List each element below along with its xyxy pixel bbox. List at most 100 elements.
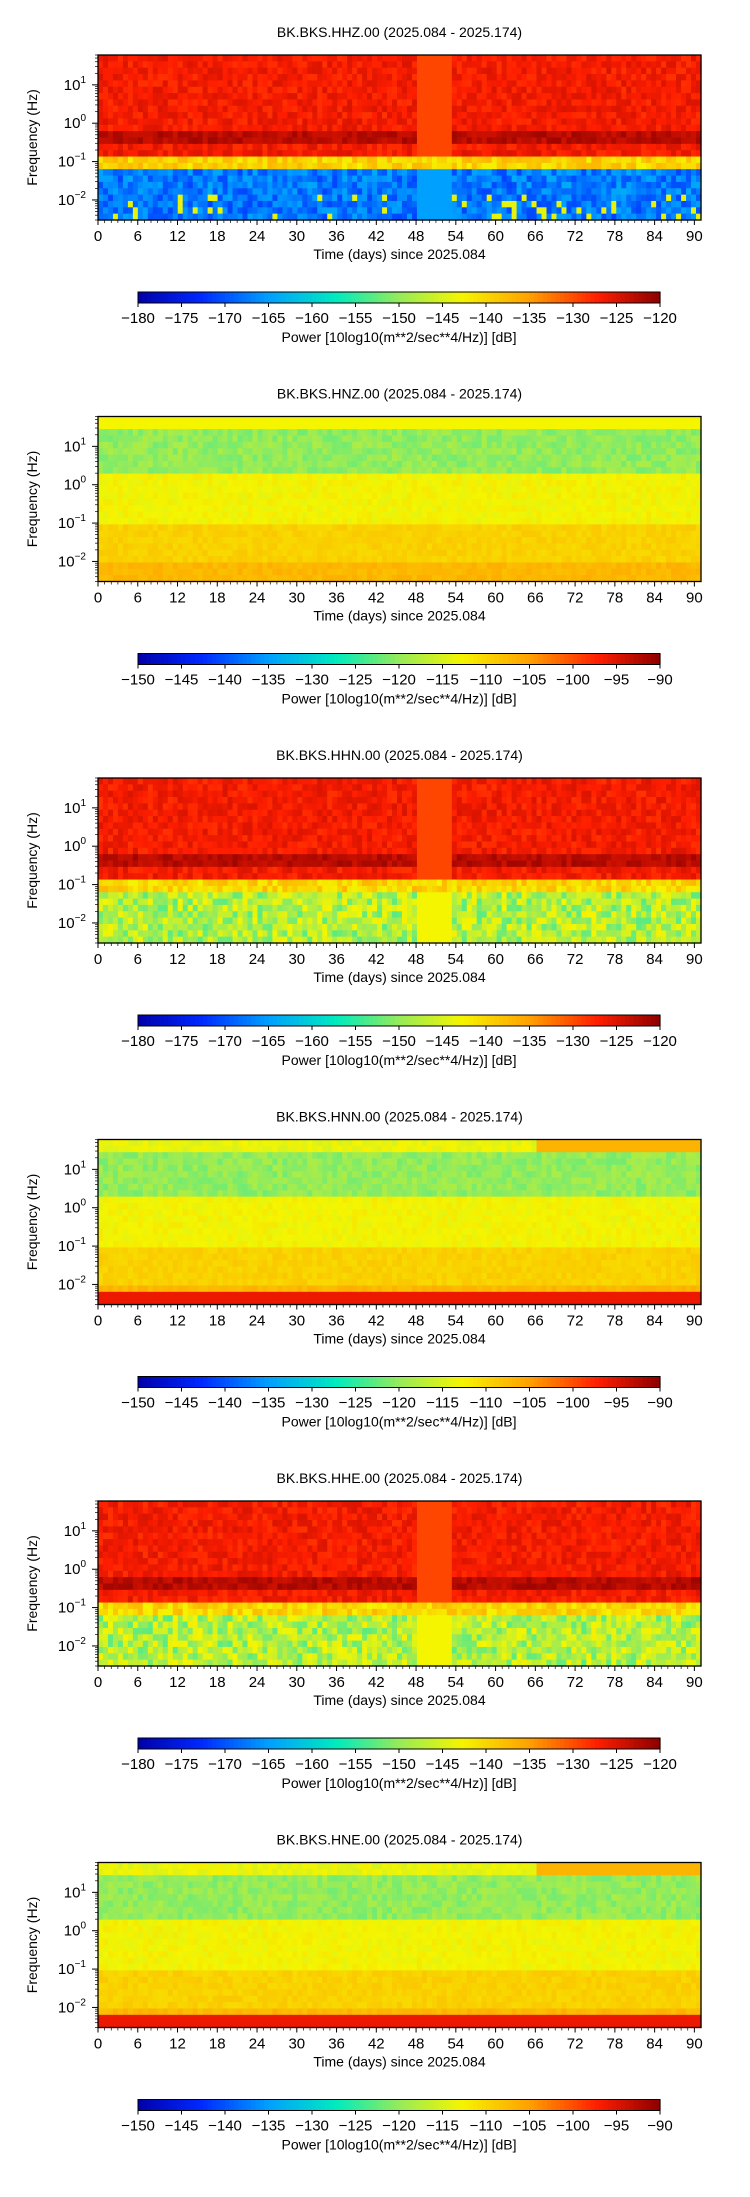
heatmap-cell	[242, 473, 249, 481]
heatmap-cell	[666, 181, 672, 189]
heatmap-cell	[187, 422, 194, 430]
heatmap-cell	[212, 55, 219, 62]
heatmap-cell	[686, 86, 692, 94]
heatmap-cell	[586, 156, 592, 164]
heatmap-cell	[456, 150, 463, 158]
heatmap-cell	[556, 124, 563, 132]
heatmap-cell	[222, 492, 229, 500]
heatmap-cell	[586, 194, 592, 202]
heatmap-cell	[327, 156, 333, 164]
heatmap-cell	[516, 175, 523, 183]
heatmap-cell	[152, 543, 159, 551]
heatmap-cell	[287, 537, 293, 545]
heatmap-cell	[382, 473, 388, 481]
heatmap-cell	[611, 213, 617, 221]
heatmap-cell	[446, 105, 453, 113]
heatmap-cell	[272, 460, 278, 468]
heatmap-cell	[327, 124, 333, 132]
heatmap-cell	[297, 454, 303, 462]
heatmap-cell	[352, 448, 358, 456]
heatmap-cell	[347, 530, 353, 538]
heatmap-cell	[297, 524, 303, 532]
heatmap-cell	[162, 55, 169, 62]
heatmap-cell	[167, 86, 174, 94]
heatmap-cell	[112, 460, 119, 468]
heatmap-cell	[606, 137, 612, 145]
heatmap-cell	[561, 137, 568, 145]
heatmap-cell	[387, 74, 393, 81]
heatmap-cell	[347, 55, 353, 62]
heatmap-cell	[192, 422, 199, 430]
heatmap-cell	[257, 86, 264, 94]
heatmap-cell	[521, 105, 528, 113]
heatmap-cell	[596, 80, 602, 88]
heatmap-cell	[242, 448, 249, 456]
heatmap-cell	[357, 416, 363, 424]
heatmap-cell	[416, 55, 423, 62]
heatmap-cell	[526, 213, 533, 221]
colorbar-swatch	[477, 292, 483, 303]
heatmap-cell	[132, 74, 139, 81]
heatmap-cell	[172, 499, 179, 506]
heatmap-cell	[137, 518, 144, 525]
heatmap-cell	[212, 441, 219, 449]
heatmap-cell	[217, 86, 224, 94]
heatmap-cell	[426, 213, 433, 221]
heatmap-cell	[606, 181, 612, 189]
heatmap-cell	[501, 181, 508, 189]
heatmap-cell	[117, 530, 124, 538]
heatmap-cell	[167, 562, 174, 570]
heatmap-cell	[177, 429, 184, 437]
heatmap-cell	[561, 112, 568, 120]
heatmap-cell	[591, 162, 597, 170]
heatmap-cell	[327, 200, 333, 208]
heatmap-cell	[521, 181, 528, 189]
heatmap-cell	[416, 112, 423, 120]
heatmap-cell	[272, 441, 278, 449]
heatmap-cell	[556, 137, 563, 145]
heatmap-cell	[322, 61, 328, 69]
heatmap-cell	[182, 416, 189, 424]
heatmap-cell	[601, 143, 607, 151]
heatmap-cell	[501, 80, 508, 88]
heatmap-cell	[681, 162, 687, 170]
heatmap-cell	[367, 460, 373, 468]
heatmap-cell	[192, 454, 199, 462]
heatmap-cell	[297, 162, 303, 170]
heatmap-cell	[147, 112, 154, 120]
heatmap-cell	[471, 86, 478, 94]
heatmap-cell	[172, 568, 179, 576]
heatmap-cell	[277, 137, 283, 145]
heatmap-cell	[192, 511, 199, 519]
heatmap-cell	[202, 416, 209, 424]
heatmap-cell	[676, 169, 682, 177]
heatmap-cell	[257, 511, 264, 519]
heatmap-cell	[526, 194, 533, 202]
heatmap-cell	[147, 429, 154, 437]
heatmap-cell	[177, 486, 184, 494]
heatmap-cell	[117, 118, 124, 126]
heatmap-cell	[262, 429, 269, 437]
heatmap-cell	[676, 74, 682, 81]
heatmap-cell	[486, 181, 493, 189]
heatmap-cell	[362, 575, 368, 583]
heatmap-cell	[372, 562, 378, 570]
heatmap-cell	[586, 86, 592, 94]
heatmap-cell	[182, 55, 189, 62]
heatmap-cell	[177, 460, 184, 468]
heatmap-cell	[197, 505, 204, 513]
heatmap-cell	[112, 416, 119, 424]
heatmap-cell	[362, 213, 368, 221]
heatmap-cell	[611, 93, 617, 101]
heatmap-cell	[147, 467, 154, 475]
heatmap-cell	[142, 99, 149, 107]
heatmap-cell	[292, 505, 298, 513]
heatmap-cell	[377, 86, 383, 94]
heatmap-cell	[362, 143, 368, 151]
heatmap-cell	[611, 61, 617, 69]
heatmap-cell	[436, 162, 443, 170]
heatmap-cell	[546, 207, 553, 215]
heatmap-cell	[217, 137, 224, 145]
heatmap-cell	[596, 213, 602, 221]
heatmap-cell	[317, 530, 323, 538]
